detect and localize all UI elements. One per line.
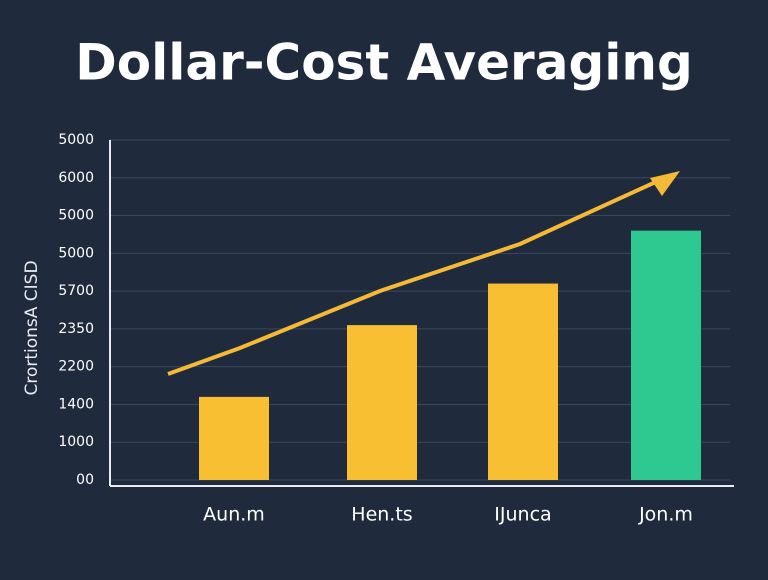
trend-line [167,178,661,376]
chart-title: Dollar-Cost Averaging [75,34,693,92]
x-tick-label: Aun.m [203,504,265,526]
trend-arrowhead [650,171,680,196]
x-tick-label: Jon.m [638,504,693,526]
bar [488,283,558,480]
y-tick-label: 2350 [58,321,94,337]
bar [199,396,269,480]
y-tick-label: 5000 [58,208,94,224]
bar [631,230,701,480]
x-tick-label: Hen.ts [351,504,412,526]
bars [199,230,701,480]
y-tick-label: 2200 [58,359,94,375]
y-tick-label: 5700 [58,283,94,299]
y-tick-label: 5000 [58,245,94,261]
y-tick-label: 1400 [58,396,94,412]
y-tick-label: 6000 [58,170,94,186]
y-tick-label: 5000 [58,132,94,148]
y-tick-label: 00 [76,472,94,488]
y-axis-label: CrortionsA CISD [22,260,42,395]
x-tick-label: IJunca [494,504,551,526]
bar [347,325,417,480]
y-tick-label: 1000 [58,434,94,450]
